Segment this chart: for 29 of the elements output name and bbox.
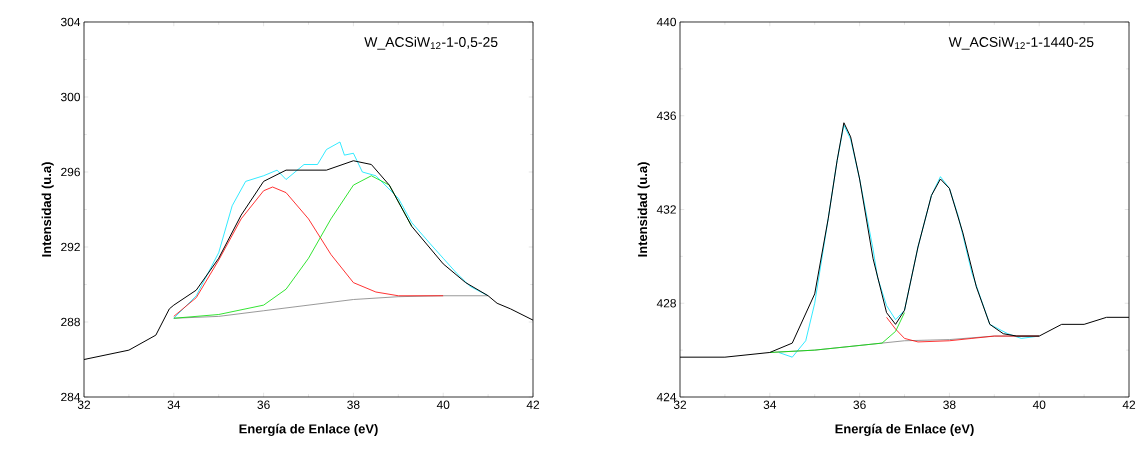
annotation: W_ACSiW$_{12}$-1-1440-25: [948, 36, 1094, 50]
x-tick-label: 38: [347, 400, 360, 409]
x-tick-label: 42: [526, 400, 540, 409]
y-axis-title: Intensidad (u.a): [41, 162, 54, 257]
x-tick-label: 36: [257, 400, 270, 409]
x-tick-label: 34: [763, 400, 777, 409]
y-tick-label: 440: [656, 17, 677, 27]
y-tick-label: 288: [61, 317, 80, 327]
y-tick-label: 284: [61, 392, 81, 402]
y-tick-label: 428: [656, 299, 676, 308]
y-tick-label: 296: [61, 167, 80, 177]
x-tick-label: 36: [853, 400, 866, 409]
y-tick-label: 300: [60, 92, 81, 102]
y-axis-title: Intensidad (u.a): [637, 162, 650, 257]
y-tick-label: 432: [656, 205, 676, 214]
x-tick-label: 38: [943, 400, 956, 409]
y-tick-label: 292: [61, 242, 80, 252]
x-tick-label: 40: [436, 400, 450, 409]
y-tick-label: 436: [656, 111, 676, 120]
x-axis-title: Energía de Enlace (eV): [239, 423, 378, 437]
annotation: W_ACSiW$_{12}$-1-0,5-25: [364, 36, 498, 50]
y-tick-label: 304: [60, 17, 81, 27]
x-axis-title: Energía de Enlace (eV): [835, 423, 974, 437]
y-tick-label: 424: [656, 392, 677, 402]
x-tick-label: 34: [167, 400, 181, 409]
x-tick-label: 32: [673, 400, 687, 409]
x-tick-label: 42: [1122, 400, 1136, 409]
x-tick-label: 32: [77, 400, 91, 409]
x-tick-label: 40: [1032, 400, 1046, 409]
